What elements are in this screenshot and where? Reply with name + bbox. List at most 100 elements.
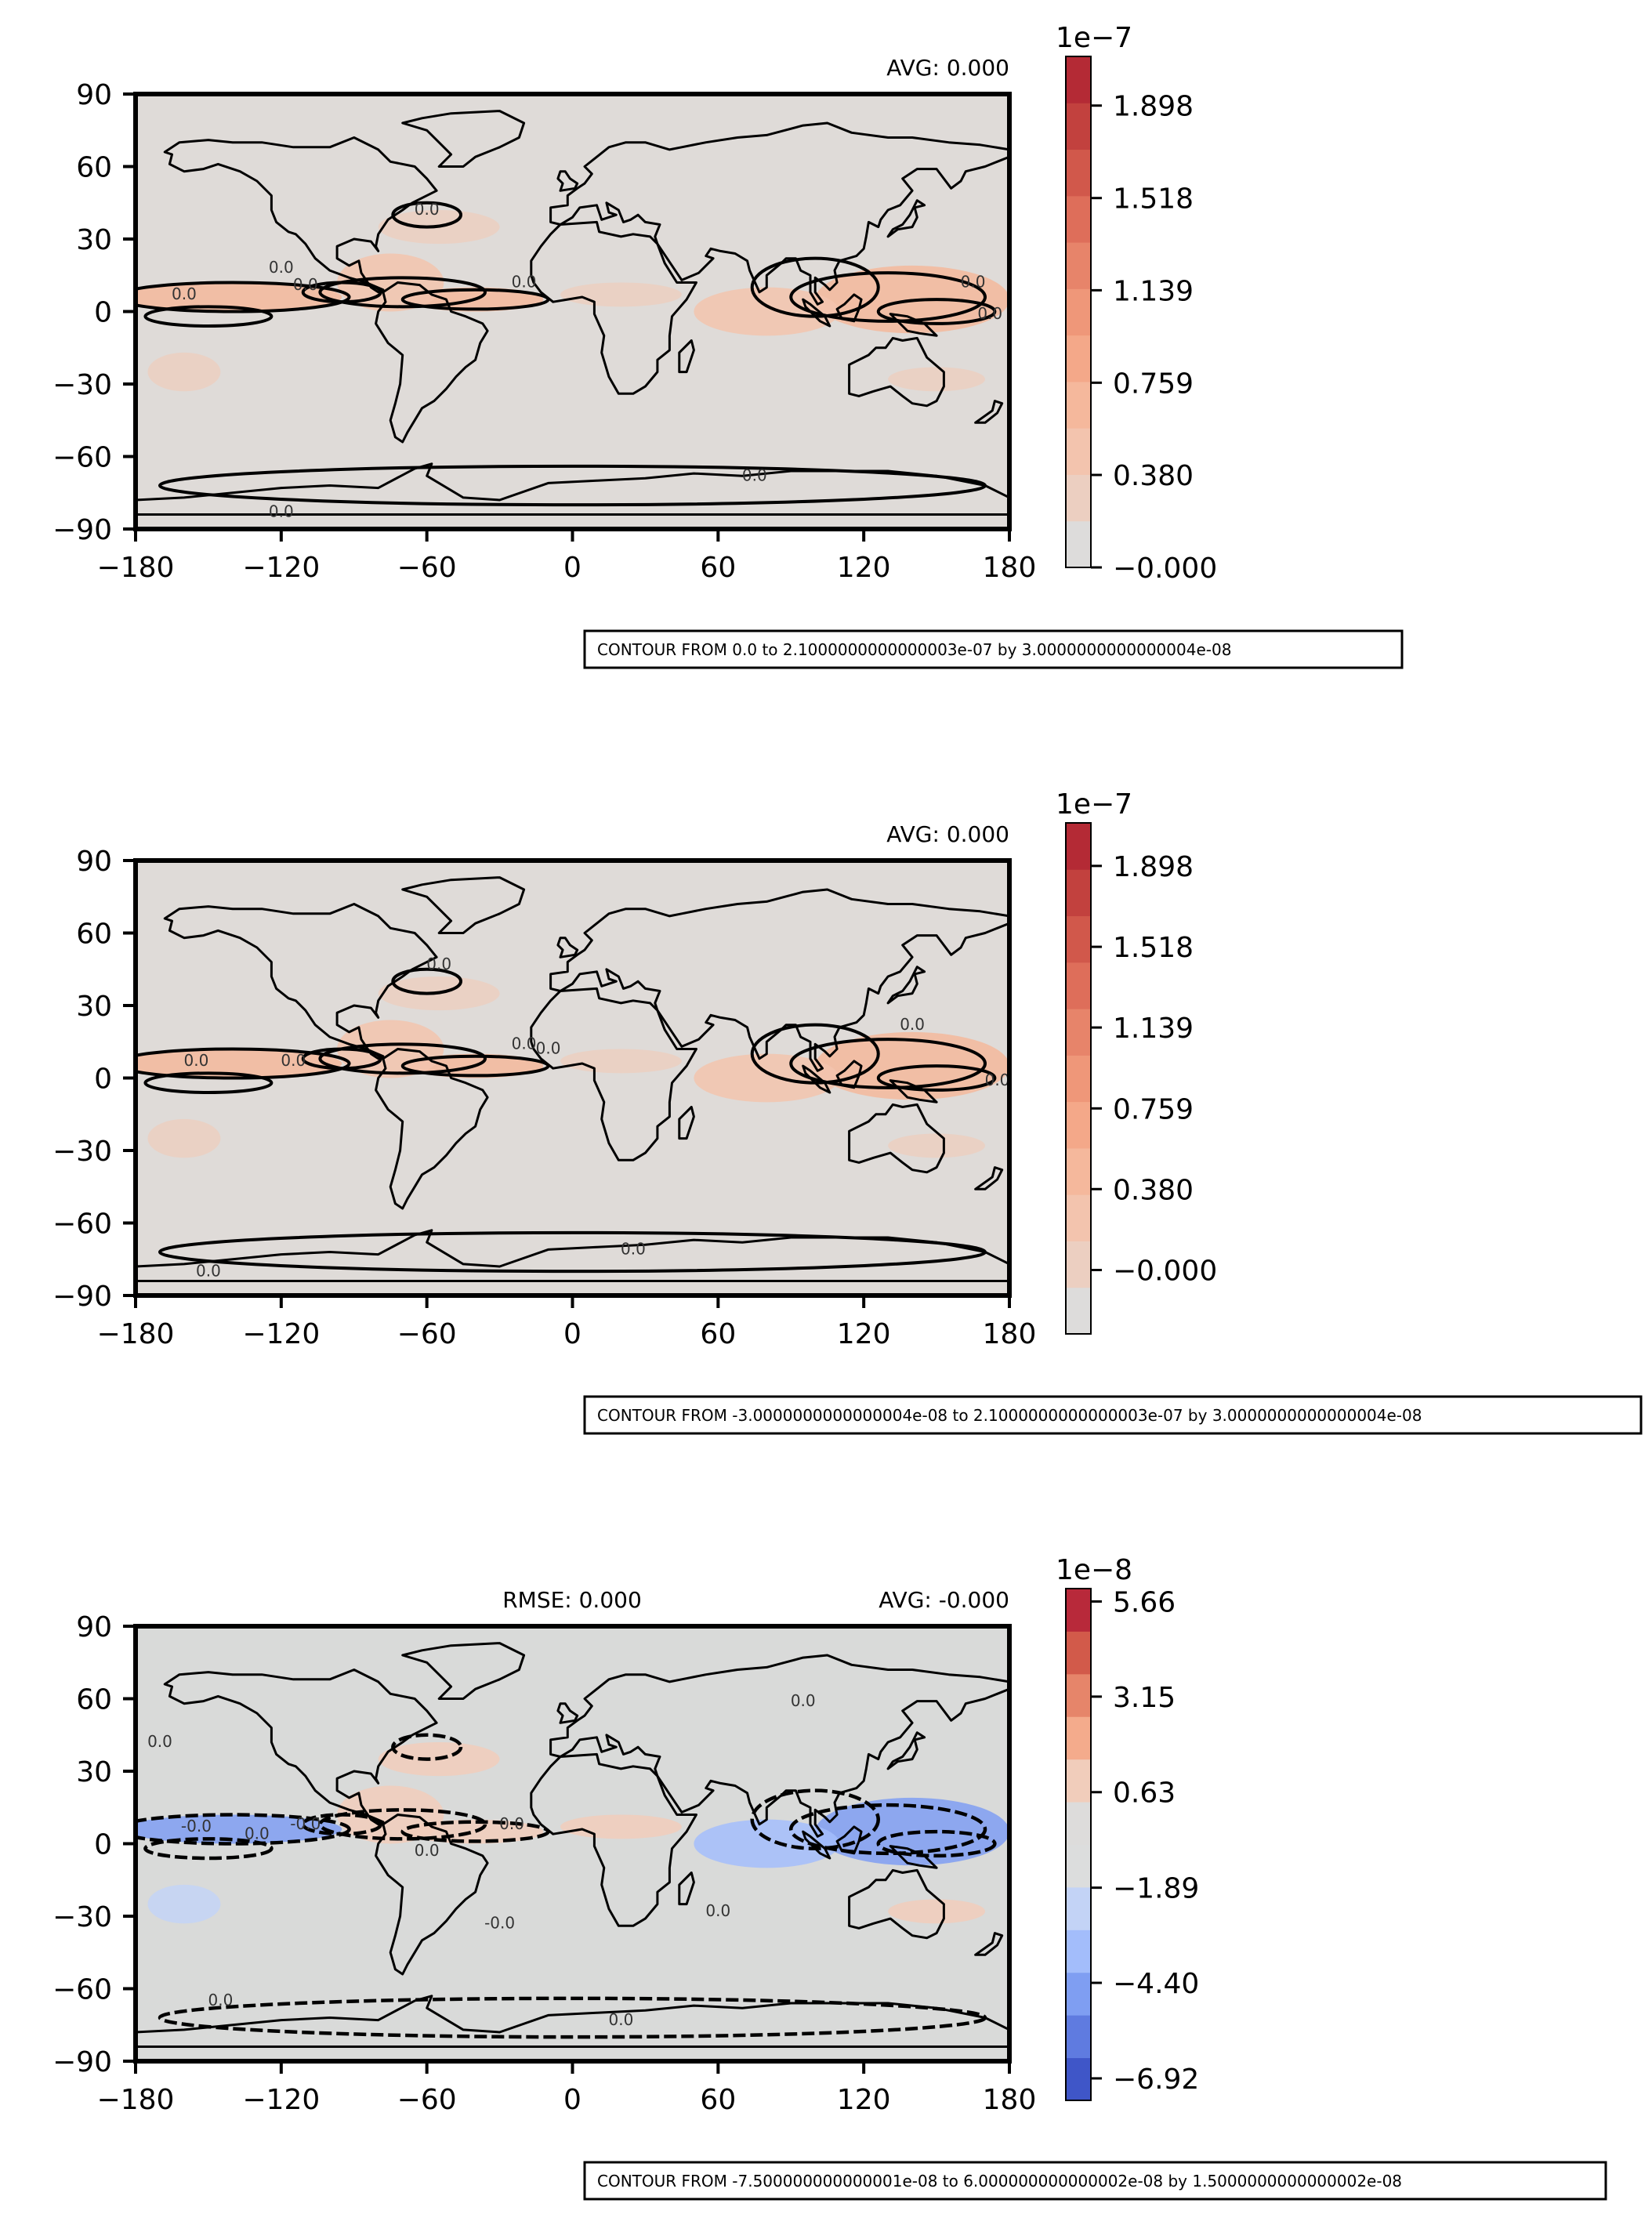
colorbar-tick-label: 0.759 xyxy=(1113,1093,1194,1125)
contour-line xyxy=(301,1813,383,1836)
contour-caption-box xyxy=(583,2161,1607,2201)
contour-label: 0.0 xyxy=(961,273,986,292)
colorbar-segment xyxy=(1066,195,1091,243)
colorbar-segment xyxy=(1066,1194,1091,1241)
anomaly-region xyxy=(888,1899,986,1924)
contour-label: 0.0 xyxy=(512,1035,537,1053)
colorbar-segment xyxy=(1066,1055,1091,1103)
colorbar-segment xyxy=(1066,1101,1091,1149)
coastline-australia xyxy=(848,1868,945,1940)
coastline-newZealand xyxy=(974,1932,1004,1956)
colorbar-segment xyxy=(1066,56,1091,103)
colorbar-segment xyxy=(1066,1972,1091,2016)
contour-label: 0.0 xyxy=(977,304,1002,323)
colorbar-tick-label: −0.000 xyxy=(1113,553,1217,585)
map-panel-bottom: 0.0-0.0 0.0-0.00.00.00.00.00.0-0.00.00.0−… xyxy=(53,1554,1607,2201)
coastline-africa xyxy=(530,987,697,1161)
contour-label: 0.0 xyxy=(900,1015,925,1034)
x-tick-label: 0 xyxy=(563,2084,581,2116)
y-tick-label: −60 xyxy=(53,1974,112,2006)
colorbar-tick-label: −6.92 xyxy=(1113,2064,1199,2096)
contour-label: 0.0 xyxy=(426,955,451,973)
contour-label: 0.0 xyxy=(621,1240,646,1259)
contour-label: 0.0 xyxy=(415,1841,440,1860)
colorbar-segment xyxy=(1066,335,1091,382)
coastline-madagascar xyxy=(678,1106,695,1140)
anomaly-region xyxy=(136,1814,342,1844)
colorbar-segment xyxy=(1066,520,1091,568)
y-tick-label: −90 xyxy=(53,2046,112,2078)
coastline-australia xyxy=(848,1103,945,1174)
coastline-uk xyxy=(556,170,579,192)
contour-line xyxy=(391,967,463,995)
colorbar-segment xyxy=(1066,1589,1091,1632)
map-panel-top: 0.00.00.00.0 0.0 0.00.00.00.0−180 −120 −60 0 6… xyxy=(53,22,1404,669)
y-tick-label: 90 xyxy=(76,846,112,878)
coastline-eurasia xyxy=(549,888,1009,1072)
contour-line xyxy=(158,1230,987,1274)
colorbar-frame xyxy=(1065,822,1092,1335)
y-tick-label: 0 xyxy=(94,1829,112,1861)
coastline-japan xyxy=(886,966,926,1005)
contour-line xyxy=(136,1047,351,1080)
coastline-sumatra xyxy=(802,1830,831,1860)
contour-line xyxy=(136,1813,351,1846)
coastline-greenland xyxy=(401,1642,526,1700)
colorbar-tick-label: −4.40 xyxy=(1113,1968,1199,2000)
contour-caption: CONTOUR FROM 0.0 to 2.1000000000000003e-… xyxy=(597,640,1231,659)
avg-annotation: AVG: -0.000 xyxy=(879,1587,1009,1613)
coastline-australia xyxy=(848,336,945,408)
contour-label: 0.0 xyxy=(281,1051,306,1070)
contour-label: 0.0 xyxy=(985,1071,1010,1089)
x-tick-label: −60 xyxy=(397,2084,457,2116)
contour-line xyxy=(789,271,987,323)
colorbar-tick-label: 0.380 xyxy=(1113,1174,1194,1206)
anomaly-region xyxy=(888,1133,986,1158)
contour-line xyxy=(143,305,274,328)
colorbar-segment xyxy=(1066,962,1091,1009)
y-tick-label: −30 xyxy=(53,369,112,401)
colorbar-segment xyxy=(1066,1673,1091,1717)
colorbar-segment xyxy=(1066,1241,1091,1288)
map-panel-middle: 0.00.0 0.00.0 0.00.00.00.00.0−180 −120 −60 0 6… xyxy=(53,788,1643,1435)
contour-line xyxy=(158,464,987,507)
contour-line xyxy=(876,298,997,325)
colorbar-segment xyxy=(1066,1287,1091,1335)
coastline-madagascar xyxy=(678,339,695,374)
coastline-uk xyxy=(556,937,579,958)
contour-label: -0.0 xyxy=(290,1814,321,1833)
contour-label: 0.0 xyxy=(415,200,440,219)
anomaly-region xyxy=(147,1884,221,1924)
colorbar-segment xyxy=(1066,1802,1091,1845)
coastline-eurasia xyxy=(549,1654,1009,1838)
x-tick-label: 120 xyxy=(837,552,891,584)
contour-line xyxy=(301,281,382,304)
colorbar-tick-label: −1.89 xyxy=(1113,1873,1199,1905)
x-tick-label: −60 xyxy=(397,1318,457,1350)
contour-line xyxy=(750,256,880,318)
x-tick-label: −180 xyxy=(97,2084,175,2116)
contour-label: 0.0 xyxy=(269,502,294,521)
contour-label: 0.0 xyxy=(269,258,294,277)
anomaly-region xyxy=(337,1020,444,1078)
coastline-newZealand xyxy=(974,1166,1004,1190)
colorbar-segment xyxy=(1066,1759,1091,1803)
x-tick-label: −60 xyxy=(397,552,457,584)
colorbar-segment xyxy=(1066,823,1091,870)
colorbar-segment xyxy=(1066,381,1091,429)
contour-line xyxy=(750,1023,880,1085)
coastline-greenland xyxy=(401,110,526,168)
anomaly-region xyxy=(560,1049,682,1074)
contour-line xyxy=(318,276,487,309)
contour-label: 0.0 xyxy=(245,1824,270,1843)
colorbar-tick-label: 1.518 xyxy=(1113,932,1194,964)
colorbar-tick-label: 0.759 xyxy=(1113,368,1194,400)
coastline-greenland xyxy=(401,876,526,934)
colorbar-exponent: 1e−8 xyxy=(1056,1554,1132,1586)
x-tick-label: 180 xyxy=(983,552,1037,584)
colorbar-segment xyxy=(1066,2057,1091,2101)
x-tick-label: 0 xyxy=(563,1318,581,1350)
y-tick-label: −60 xyxy=(53,1208,112,1241)
contour-line xyxy=(318,1042,487,1075)
